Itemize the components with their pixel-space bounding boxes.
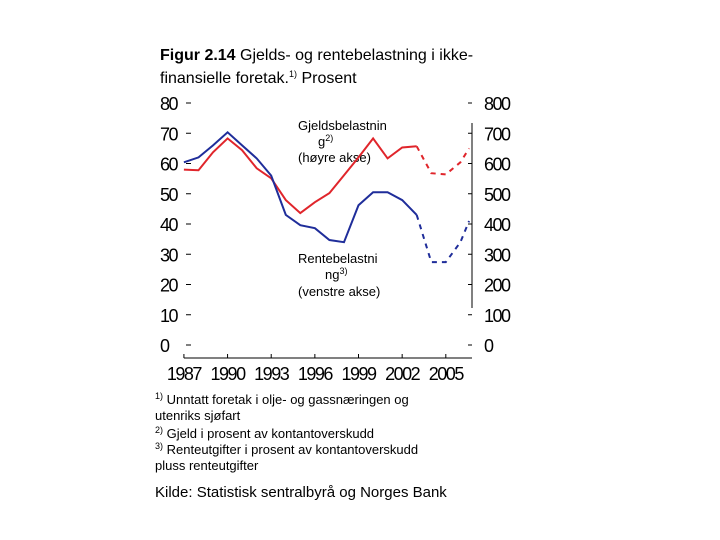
annotation: ng3) — [325, 266, 347, 282]
footnote-mark: 2) — [155, 425, 163, 435]
footnote: 2) Gjeld i prosent av kontantoverskudd — [155, 421, 374, 441]
y-tick-label: 70 — [160, 124, 179, 144]
annotation: Rentebelastni — [298, 251, 378, 266]
y-tick-label: 40 — [160, 215, 179, 235]
annotation: g2) — [318, 133, 333, 149]
title-label: Figur 2.14 — [160, 47, 236, 64]
x-tick-label: 1993 — [254, 364, 290, 384]
footnote: 3) Renteutgifter i prosent av kontantove… — [155, 437, 418, 457]
y-tick-label: 80 — [160, 94, 179, 114]
y-tick-label: 50 — [160, 185, 179, 205]
annotation: ng — [325, 267, 339, 282]
footnote: Renteutgifter i prosent av kontantoversk… — [167, 442, 418, 457]
series-line — [183, 130, 418, 244]
footnote: pluss renteutgifter — [155, 458, 259, 473]
series-line — [183, 136, 417, 215]
y2-tick-label: 700 — [484, 124, 511, 144]
footnote: Gjeld i prosent av kontantoverskudd — [167, 426, 374, 441]
footnote: Unntatt foretak i olje- og gassnæringen … — [167, 392, 409, 407]
y-tick-label: 60 — [160, 155, 179, 175]
annotation-note: 2) — [325, 133, 333, 143]
y2-tick-label: 500 — [484, 185, 511, 205]
y-tick-label: 20 — [160, 276, 179, 296]
series-line — [415, 145, 470, 176]
footnote-mark: 3) — [155, 441, 163, 451]
title-suffix: Prosent — [301, 70, 357, 87]
x-tick-label: 1996 — [298, 364, 334, 384]
footnote: utenriks sjøfart — [155, 408, 241, 423]
y2-tick-label: 200 — [484, 276, 511, 296]
y-tick-label: 30 — [160, 245, 179, 265]
chart-title: Figur 2.14 Gjelds- og rentebelastning i … — [160, 47, 473, 64]
footnote: 1) Unntatt foretak i olje- og gassnæring… — [155, 387, 409, 407]
series-line — [415, 214, 471, 264]
x-tick-label: 1987 — [167, 364, 203, 384]
y2-tick-label: 300 — [484, 245, 511, 265]
chart-title: finansielle foretak.1) Prosent — [160, 64, 357, 87]
annotation-note: 3) — [339, 266, 347, 276]
y2-tick-label: 800 — [484, 94, 511, 114]
x-tick-label: 1999 — [341, 364, 377, 384]
x-tick-label: 2002 — [385, 364, 421, 384]
y2-tick-label: 0 — [484, 336, 494, 356]
x-tick-label: 2005 — [429, 364, 465, 384]
annotation: (høyre akse) — [298, 150, 371, 165]
title-text: Gjelds- og rentebelastning i ikke- — [240, 47, 473, 64]
y-tick-label: 10 — [160, 306, 179, 326]
y2-tick-label: 600 — [484, 155, 511, 175]
title-text: finansielle foretak. — [160, 70, 289, 87]
y2-tick-label: 100 — [484, 306, 511, 326]
title-note: 1) — [289, 69, 297, 79]
annotation: g — [318, 134, 325, 149]
footnote-mark: 1) — [155, 391, 163, 401]
y-tick-label: 0 — [160, 336, 170, 356]
annotation: Gjeldsbelastnin — [298, 118, 387, 133]
annotation: (venstre akse) — [298, 284, 380, 299]
y2-tick-label: 400 — [484, 215, 511, 235]
source: Kilde: Statistisk sentralbyrå og Norges … — [155, 484, 447, 501]
x-tick-label: 1990 — [211, 364, 247, 384]
